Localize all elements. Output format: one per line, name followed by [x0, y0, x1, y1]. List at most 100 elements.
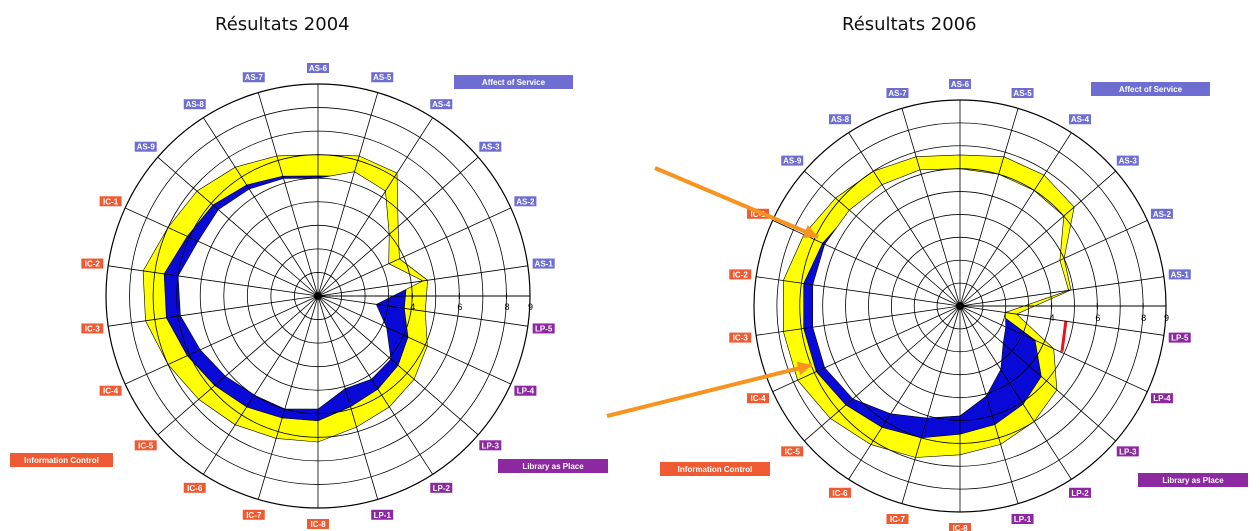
axis-label-text: LP-2	[433, 484, 451, 493]
axis-label-text: AS-2	[1153, 210, 1172, 219]
grid-spoke	[959, 220, 1148, 307]
axis-label-ic-8: IC-8	[307, 519, 329, 529]
radar-chart-2004: 4 6 8 9 AS-6 AS-5 AS-4 AS-3 AS-2 AS-1 LP-5 LP-4 LP-3…	[10, 63, 608, 529]
axis-label-as-4: AS-4	[430, 99, 453, 110]
grid-spoke	[157, 156, 319, 297]
grid-spoke	[959, 108, 1019, 307]
axis-label-box	[1069, 487, 1092, 498]
axis-label-text: IC-2	[85, 260, 101, 269]
axis-tick-label: 9	[1164, 313, 1169, 323]
axis-label-text: AS-8	[186, 100, 205, 109]
axis-label-text: IC-6	[187, 484, 203, 493]
grid-spoke	[257, 92, 319, 297]
axis-label-as-1: AS-1	[1168, 269, 1191, 280]
axis-label-text: IC-1	[103, 197, 119, 206]
grid-spoke	[317, 117, 433, 297]
chart-title-2004: Résultats 2004	[215, 14, 350, 35]
axis-label-text: IC-7	[246, 511, 262, 520]
grid-spoke	[756, 305, 961, 336]
group-label-box	[454, 75, 573, 89]
axis-label-box	[1150, 208, 1173, 219]
group-label-text: Library as Place	[522, 462, 584, 471]
axis-label-text: IC-6	[832, 489, 848, 498]
grid-spoke	[848, 305, 961, 480]
axis-label-box	[242, 509, 265, 520]
axis-label-ic-5: IC-5	[781, 446, 804, 457]
group-label-text: Affect of Service	[1119, 85, 1183, 94]
axis-label-ic-1: IC-1	[99, 196, 122, 207]
axis-tick-label: 8	[1141, 313, 1146, 323]
axis-label-text: IC-4	[750, 394, 766, 403]
axis-label-ic-6: IC-6	[183, 482, 206, 493]
grid-spoke	[959, 132, 1072, 307]
axis-tick-label: 9	[528, 302, 533, 312]
axis-label-ic-3: IC-3	[729, 332, 752, 343]
axis-label-as-3: AS-3	[479, 141, 502, 152]
axis-label-box	[949, 523, 971, 531]
axis-label-text: AS-5	[373, 73, 392, 82]
axis-label-text: LP-4	[517, 387, 535, 396]
axis-label-box	[514, 385, 537, 396]
axis-label-text: AS-7	[888, 89, 907, 98]
axis-label-lp-2: LP-2	[430, 482, 453, 493]
axis-label-box	[307, 519, 329, 529]
axis-label-text: IC-5	[138, 441, 154, 450]
axis-label-box	[1069, 114, 1092, 125]
axis-label-as-2: AS-2	[514, 196, 537, 207]
arrow-shaft	[606, 363, 813, 418]
axis-label-box	[183, 99, 206, 110]
axis-label-box	[886, 87, 909, 98]
axis-label-box	[1011, 514, 1034, 525]
axis-tick-label: 6	[457, 302, 462, 312]
grid-spoke	[317, 156, 479, 297]
axis-label-text: IC-8	[952, 524, 968, 531]
grid-spoke	[901, 108, 961, 307]
axis-label-ic-8: IC-8	[949, 523, 971, 531]
axis-label-text: AS-2	[516, 197, 535, 206]
center-point	[314, 292, 322, 300]
grid-spoke	[317, 295, 433, 475]
axis-tick-label: 8	[504, 302, 509, 312]
axis-label-box	[729, 332, 752, 343]
radar-chart-2006: 4 6 8 9 AS-6 AS-5 AS-4 AS-3 AS-2 AS-1 LP-5 LP-4 LP-3…	[660, 79, 1248, 531]
axis-label-box	[729, 269, 752, 280]
axis-label-box	[371, 72, 394, 83]
grid-spoke	[203, 295, 319, 475]
axis-label-box	[949, 79, 971, 89]
axis-label-text: IC-3	[85, 324, 101, 333]
axis-label-text: AS-4	[1071, 115, 1090, 124]
axis-label-lp-4: LP-4	[514, 385, 537, 396]
axis-label-text: IC-2	[733, 270, 749, 279]
axis-label-lp-5: LP-5	[1168, 332, 1191, 343]
grid-spoke	[772, 305, 961, 392]
grid-spoke	[959, 305, 1072, 480]
axis-label-ic-5: IC-5	[134, 440, 157, 451]
axis-label-box	[242, 72, 265, 83]
group-label-text: Information Control	[678, 465, 753, 474]
axis-label-box	[479, 141, 502, 152]
axis-label-box	[828, 487, 851, 498]
grid-spoke	[157, 295, 319, 436]
annotation-arrow-upper	[654, 166, 819, 239]
axis-label-as-2: AS-2	[1150, 208, 1173, 219]
group-label-box	[660, 462, 770, 476]
axis-label-text: IC-5	[785, 447, 801, 456]
axis-label-as-9: AS-9	[781, 155, 804, 166]
axis-label-text: AS-9	[137, 143, 156, 152]
axis-label-text: LP-1	[374, 511, 392, 520]
axis-label-box	[781, 155, 804, 166]
grid-spoke	[959, 305, 1148, 392]
grid-spoke	[108, 265, 319, 297]
axis-label-text: LP-3	[482, 441, 500, 450]
axis-label-text: LP-4	[1153, 394, 1171, 403]
axis-label-box	[1168, 269, 1191, 280]
axis-label-box	[430, 99, 453, 110]
axis-tick-label: 6	[1095, 313, 1100, 323]
axis-label-text: AS-1	[1171, 270, 1190, 279]
grid-spoke	[108, 295, 319, 327]
axis-label-box	[1150, 393, 1173, 404]
grid-spoke	[317, 295, 479, 436]
series-red-segment	[1060, 320, 1068, 352]
axis-label-lp-2: LP-2	[1069, 487, 1092, 498]
